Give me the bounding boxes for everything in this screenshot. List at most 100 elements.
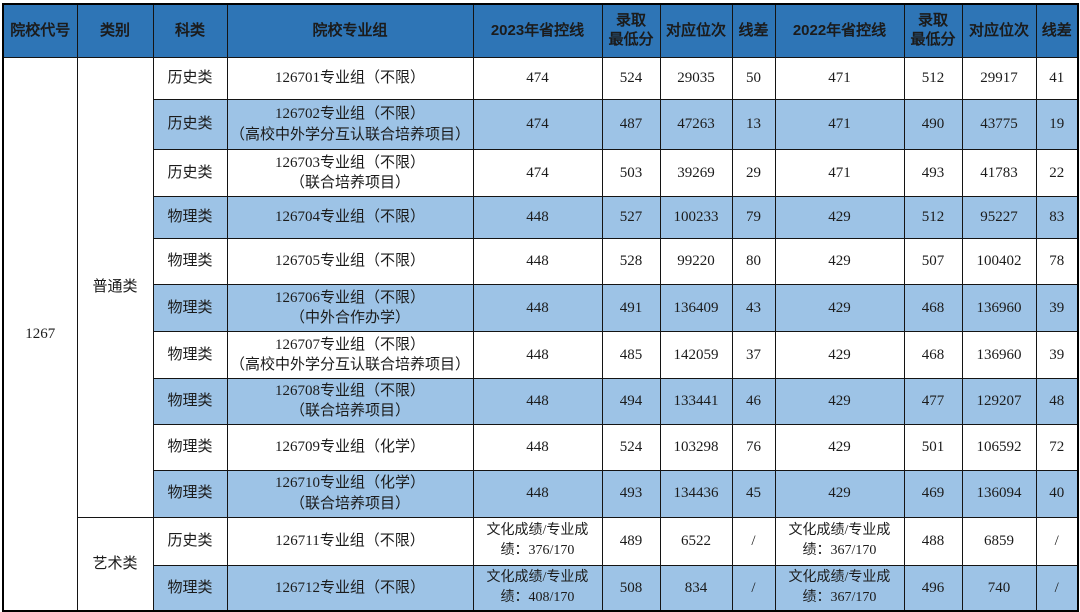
diff-2022-cell: / (1035, 516, 1079, 566)
min-2022-cell: 501 (903, 423, 963, 471)
min-2023-cell: 524 (601, 57, 661, 100)
ctrl-2022-cell: 429 (774, 284, 905, 332)
rank-2022-cell: 43775 (961, 99, 1037, 150)
table-row: 物理类 126706专业组（不限） （中外合作办学） 448 491 136409 43 4… (3, 284, 1079, 332)
table-row: 历史类 126702专业组（不限） （高校中外学分互认联合培养项目） 474 487 4… (3, 99, 1079, 150)
subject-type-cell: 历史类 (152, 516, 228, 566)
major-group-cell: 126705专业组（不限） (226, 238, 474, 285)
table-row: 物理类 126704专业组（不限） 448 527 100233 79 429 512 9522… (3, 196, 1079, 239)
diff-2022-cell: 39 (1035, 331, 1079, 379)
min-2023-cell: 494 (601, 378, 661, 425)
diff-2022-cell: 48 (1035, 378, 1079, 425)
header-cell: 线差 (731, 3, 776, 58)
header-cell: 科类 (152, 3, 228, 58)
rank-2023-cell: 834 (659, 564, 733, 612)
min-2022-cell: 488 (903, 516, 963, 566)
table-row: 物理类 126707专业组（不限） （高校中外学分互认联合培养项目） 448 485 1… (3, 331, 1079, 379)
diff-2022-cell: 41 (1035, 57, 1079, 100)
rank-2022-cell: 29917 (961, 57, 1037, 100)
rank-2023-cell: 142059 (659, 331, 733, 379)
min-2023-cell: 528 (601, 238, 661, 285)
major-group-cell: 126704专业组（不限） (226, 196, 474, 239)
ctrl-2022-cell: 471 (774, 149, 905, 197)
diff-2022-cell: 19 (1035, 99, 1079, 150)
ctrl-2022-cell: 429 (774, 331, 905, 379)
diff-2023-cell: 80 (731, 238, 776, 285)
subject-type-cell: 历史类 (152, 149, 228, 197)
diff-2022-cell: 83 (1035, 196, 1079, 239)
min-2023-cell: 503 (601, 149, 661, 197)
ctrl-2023-cell: 448 (472, 196, 603, 239)
min-2023-cell: 508 (601, 564, 661, 612)
major-group-cell: 126703专业组（不限） （联合培养项目） (226, 149, 474, 197)
ctrl-2022-cell: 471 (774, 57, 905, 100)
header-cell: 2023年省控线 (472, 3, 603, 58)
subject-type-cell: 物理类 (152, 238, 228, 285)
ctrl-2023-cell: 文化成绩/专业成绩：376/170 (472, 516, 603, 566)
subject-type-cell: 物理类 (152, 378, 228, 425)
category-cell: 艺术类 (76, 516, 154, 612)
header-cell: 院校代号 (2, 3, 78, 58)
major-group-cell: 126707专业组（不限） （高校中外学分互认联合培养项目） (226, 331, 474, 379)
rank-2023-cell: 133441 (659, 378, 733, 425)
subject-type-cell: 物理类 (152, 423, 228, 471)
major-group-cell: 126702专业组（不限） （高校中外学分互认联合培养项目） (226, 99, 474, 150)
header-cell: 院校专业组 (226, 3, 474, 58)
table-body: 1267 普通类 历史类 126701专业组（不限） 474 524 29035 50 471 5… (2, 57, 1079, 612)
min-2022-cell: 468 (903, 284, 963, 332)
diff-2022-cell: 39 (1035, 284, 1079, 332)
min-2022-cell: 496 (903, 564, 963, 612)
ctrl-2023-cell: 448 (472, 423, 603, 471)
major-group-cell: 126712专业组（不限） (226, 564, 474, 612)
ctrl-2022-cell: 471 (774, 99, 905, 150)
major-group-cell: 126701专业组（不限） (226, 57, 474, 100)
major-group-cell: 126706专业组（不限） （中外合作办学） (226, 284, 474, 332)
diff-2023-cell: 50 (731, 57, 776, 100)
diff-2022-cell: 72 (1035, 423, 1079, 471)
rank-2022-cell: 6859 (961, 516, 1037, 566)
table-row: 物理类 126710专业组（化学） （联合培养项目） 448 493 134436 45 4… (3, 469, 1079, 518)
ctrl-2022-cell: 429 (774, 196, 905, 239)
min-2022-cell: 507 (903, 238, 963, 285)
ctrl-2023-cell: 448 (472, 331, 603, 379)
diff-2022-cell: 22 (1035, 149, 1079, 197)
min-2023-cell: 491 (601, 284, 661, 332)
rank-2023-cell: 99220 (659, 238, 733, 285)
ctrl-2023-cell: 474 (472, 149, 603, 197)
diff-2023-cell: 79 (731, 196, 776, 239)
min-2022-cell: 512 (903, 57, 963, 100)
min-2023-cell: 527 (601, 196, 661, 239)
rank-2022-cell: 136960 (961, 331, 1037, 379)
header-row: 院校代号 类别 科类 院校专业组 2023年省控线 录取 最低分 对应位次 线差 2022年省控… (2, 3, 1079, 58)
min-2022-cell: 469 (903, 469, 963, 518)
diff-2023-cell: / (731, 564, 776, 612)
ctrl-2022-cell: 429 (774, 423, 905, 471)
subject-type-cell: 物理类 (152, 331, 228, 379)
rank-2023-cell: 6522 (659, 516, 733, 566)
college-code-cell: 1267 (2, 57, 78, 612)
ctrl-2022-cell: 文化成绩/专业成绩：367/170 (774, 564, 905, 612)
diff-2023-cell: 46 (731, 378, 776, 425)
rank-2022-cell: 106592 (961, 423, 1037, 471)
subject-type-cell: 历史类 (152, 99, 228, 150)
subject-type-cell: 物理类 (152, 196, 228, 239)
diff-2023-cell: 13 (731, 99, 776, 150)
ctrl-2023-cell: 448 (472, 469, 603, 518)
ctrl-2022-cell: 429 (774, 469, 905, 518)
diff-2023-cell: / (731, 516, 776, 566)
min-2023-cell: 487 (601, 99, 661, 150)
min-2023-cell: 493 (601, 469, 661, 518)
table-row: 物理类 126705专业组（不限） 448 528 99220 80 429 507 10040… (3, 238, 1079, 285)
min-2023-cell: 524 (601, 423, 661, 471)
header-cell: 录取 最低分 (903, 3, 963, 58)
ctrl-2023-cell: 474 (472, 99, 603, 150)
rank-2023-cell: 136409 (659, 284, 733, 332)
header-cell: 对应位次 (961, 3, 1037, 58)
diff-2023-cell: 45 (731, 469, 776, 518)
table-row: 物理类 126708专业组（不限） （联合培养项目） 448 494 133441 46 4… (3, 378, 1079, 425)
table-row: 1267 普通类 历史类 126701专业组（不限） 474 524 29035 50 471 5… (2, 57, 1079, 612)
header-cell: 线差 (1035, 3, 1079, 58)
rank-2022-cell: 740 (961, 564, 1037, 612)
min-2022-cell: 512 (903, 196, 963, 239)
